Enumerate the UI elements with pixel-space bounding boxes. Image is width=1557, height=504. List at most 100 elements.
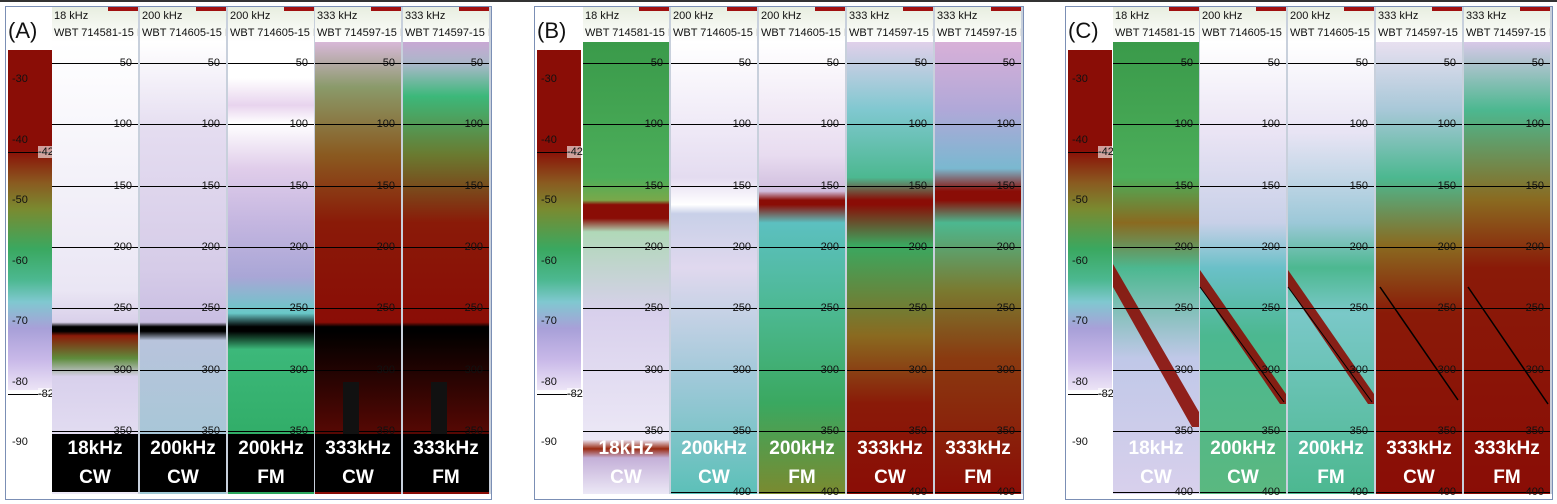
mode-label: 333kHz (857, 438, 923, 459)
depth-line (228, 431, 314, 433)
color-scale (8, 50, 52, 492)
depth-line (671, 492, 757, 494)
depth-line (583, 431, 669, 433)
mode-label: CW (1403, 467, 1435, 488)
depth-label: 250 (1174, 302, 1193, 315)
depth-label: 50 (914, 57, 927, 69)
depth-label: 100 (1261, 118, 1280, 131)
depth-line (759, 247, 845, 249)
depth-line (52, 369, 138, 371)
depth-line (52, 124, 138, 126)
depth-line (403, 308, 489, 310)
depth-line (1288, 247, 1374, 249)
depth-line (759, 431, 845, 433)
depth-line (140, 308, 226, 310)
depth-label: 50 (1531, 57, 1544, 69)
depth-line (671, 369, 757, 371)
scale-marker (1068, 151, 1112, 153)
depth-line (847, 369, 933, 371)
frequency-label: 333 kHz (1378, 10, 1419, 22)
transducer-label: WBT 714581-15 E (585, 27, 669, 39)
depth-line (847, 308, 933, 310)
depth-line (315, 308, 401, 310)
transducer-label: WBT 714581-15 E (54, 27, 138, 39)
depth-label: 100 (201, 118, 220, 131)
mode-label: FM (432, 467, 460, 488)
depth-label: 400 (1437, 486, 1456, 499)
depth-label: 150 (201, 179, 220, 192)
diagonal-layer (1200, 270, 1286, 404)
depth-label: 50 (1355, 57, 1368, 69)
depth-label: 300 (464, 363, 483, 376)
depth-label: 150 (996, 179, 1015, 192)
depth-label: 300 (1525, 363, 1544, 376)
depth-label: 100 (1349, 118, 1368, 131)
depth-label: 150 (289, 179, 308, 192)
depth-line (315, 247, 401, 249)
mode-label: 18kHz (67, 438, 123, 459)
transducer-label: WBT 714605-15 (1290, 27, 1370, 39)
column-border (401, 7, 403, 494)
mode-label: 333kHz (1474, 438, 1540, 459)
column-border (1462, 7, 1464, 494)
depth-label: 250 (289, 302, 308, 315)
mode-label: 18kHz (598, 438, 654, 459)
depth-label: 300 (289, 363, 308, 376)
depth-line (403, 124, 489, 126)
depth-line (1288, 431, 1374, 433)
transducer-label: WBT 714597-15 E (1466, 27, 1550, 39)
depth-label: 150 (464, 179, 483, 192)
mode-label: CW (1227, 467, 1259, 488)
depth-line (847, 431, 933, 433)
scale-label: -70 (541, 315, 557, 327)
depth-line (935, 308, 1021, 310)
depth-label: 150 (732, 179, 751, 192)
header-strip (991, 7, 1021, 11)
scale-marker (537, 151, 581, 153)
mode-label: 333kHz (945, 438, 1011, 459)
mode-label: 333kHz (1386, 438, 1452, 459)
depth-line (1113, 63, 1199, 64)
depth-line (140, 431, 226, 433)
depth-label: 300 (1261, 363, 1280, 376)
depth-line (228, 247, 314, 249)
mode-label: 200kHz (1210, 438, 1276, 459)
scale-label: -40 (12, 133, 28, 146)
mode-label: CW (1140, 467, 1172, 488)
depth-label: 50 (382, 57, 395, 69)
column-header: 333 kHz WBT 714597-15 E (315, 7, 401, 42)
depth-label: 300 (1437, 363, 1456, 376)
depth-label: 250 (1437, 302, 1456, 315)
depth-line (403, 63, 489, 64)
depth-line (228, 369, 314, 371)
depth-label: 150 (1437, 179, 1456, 192)
depth-label: 300 (1174, 363, 1193, 376)
transducer-label: WBT 714597-15 E (849, 27, 933, 39)
column-header: 18 kHz WBT 714581-15 E (583, 7, 669, 42)
depth-label: 200 (1525, 241, 1544, 254)
depth-label: 350 (996, 425, 1015, 438)
scale-label: -30 (1072, 73, 1088, 85)
transducer-label: WBT 714605-15 E (230, 27, 314, 39)
depth-line (935, 369, 1021, 371)
depth-line (1200, 247, 1286, 249)
frequency-label: 333 kHz (405, 10, 446, 22)
scale-marker (537, 393, 581, 395)
depth-line (228, 124, 314, 126)
scale-label: -40 (541, 133, 557, 146)
depth-label: 350 (1349, 425, 1368, 438)
scale-label: -90 (12, 436, 28, 448)
depth-line (935, 247, 1021, 249)
column-header: 333 kHz WBT 714597-15 E (403, 7, 489, 42)
column-border (933, 7, 935, 494)
depth-line (583, 185, 669, 187)
depth-label: 100 (996, 118, 1015, 131)
header-strip (639, 7, 669, 11)
depth-label: 250 (1525, 302, 1544, 315)
depth-line (1200, 63, 1286, 64)
depth-line (1376, 492, 1462, 494)
depth-line (1376, 63, 1462, 64)
depth-line (1464, 247, 1550, 249)
frequency-label: 18 kHz (54, 10, 89, 22)
